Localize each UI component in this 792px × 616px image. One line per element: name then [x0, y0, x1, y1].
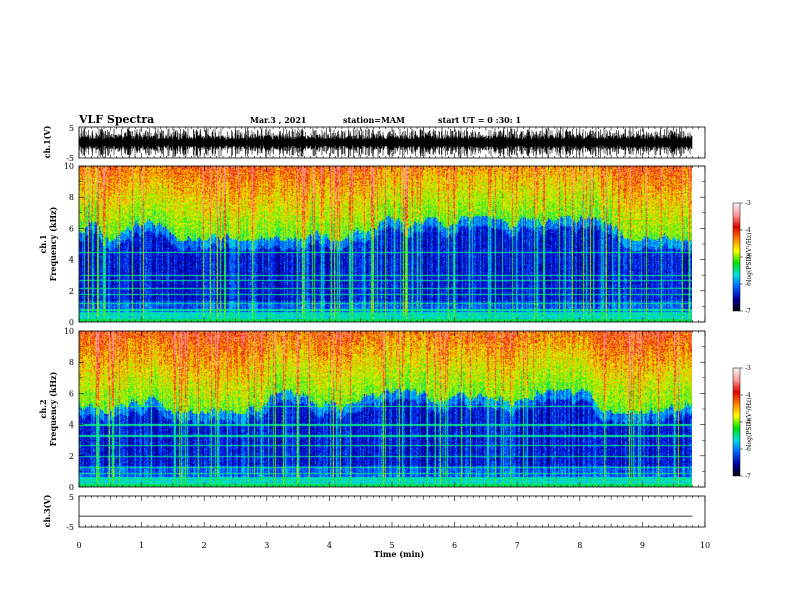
x-tick-label: 4: [327, 541, 332, 550]
colorbar-tick-label: -6: [745, 446, 751, 453]
colorbar-ch2-scale: [732, 367, 741, 477]
ch1-waveform-panel: 5 -5 ch.1(V): [42, 124, 706, 163]
colorbar-ch1-ticks: -3 -4 -5 -6 -7: [740, 200, 751, 315]
y-tick-label: 4: [69, 421, 74, 430]
ch2-spectrogram-channel-label: ch.2: [38, 399, 48, 418]
ch2-spectrogram-panel: 0 2 4 6 8 10 ch.2 Frequency (kHz): [38, 327, 706, 492]
ch2-spectrogram-frame: [78, 330, 706, 488]
y-tick-label: 0: [69, 318, 74, 327]
colorbar-tick-label: -4: [745, 227, 751, 234]
ch2-spectrogram-image: [79, 331, 692, 487]
date-label: Mar.3 , 2021: [250, 115, 307, 125]
x-tick-label: 7: [515, 541, 520, 550]
ch3-waveform-panel: 5 -5 ch.3(V): [42, 493, 706, 532]
ch1-ytick-bottom: -5: [66, 154, 74, 163]
ch3-ytick-bottom: -5: [66, 523, 74, 532]
ch1-spectrogram-channel-label: ch.1: [38, 234, 48, 253]
y-tick-label: 6: [69, 224, 74, 233]
y-tick-label: 0: [69, 483, 74, 492]
y-tick-label: 2: [69, 452, 74, 461]
x-tick-label: 3: [264, 541, 269, 550]
x-tick-label: 8: [577, 541, 582, 550]
y-tick-label: 10: [64, 162, 74, 171]
y-tick-label: 4: [69, 256, 74, 265]
ch1-spectrogram-panel: 0 2 4 6 8 10 ch.1 Frequency (kHz): [38, 162, 706, 327]
x-tick-label: 10: [700, 541, 710, 550]
ch3-waveform-ylabel: ch.3(V): [42, 494, 52, 527]
colorbar-tick-label: -3: [745, 365, 751, 372]
ch1-spectrogram-frame: [78, 165, 706, 323]
y-tick-label: 6: [69, 389, 74, 398]
colorbar-tick-label: -5: [745, 254, 751, 261]
ch1-waveform-frame: [78, 126, 706, 159]
ch1-waveform-ylabel: ch.1(V): [42, 125, 52, 158]
y-tick-label: 10: [64, 327, 74, 336]
x-tick-label: 6: [452, 541, 457, 550]
colorbar-ch2: -3 -4 -5 -6 -7 log(PSD)(V²/Hz): [732, 365, 753, 480]
colorbar-tick-label: -3: [745, 200, 751, 207]
colorbar-tick-label: -4: [745, 392, 751, 399]
x-tick-label: 0: [76, 541, 81, 550]
x-axis-label: Time (min): [374, 549, 424, 559]
colorbar-tick-label: -7: [745, 308, 751, 315]
station-label: station=MAM: [343, 115, 405, 125]
x-tick-label: 5: [389, 541, 394, 550]
ch1-ytick-top: 5: [69, 124, 74, 133]
ch3-waveform-frame: [78, 495, 706, 528]
ch1-spectrogram-ylabel: Frequency (kHz): [48, 206, 58, 281]
y-tick-label: 8: [69, 358, 74, 367]
colorbar-ch1-scale: [732, 202, 741, 312]
colorbar-ch2-label: log(PSD)(V²/Hz): [746, 398, 753, 447]
colorbar-tick-label: -7: [745, 473, 751, 480]
figure-title: VLF Spectra: [78, 113, 154, 126]
ch3-waveform-background: [79, 496, 705, 527]
y-tick-label: 2: [69, 287, 74, 296]
x-tick-label: 9: [640, 541, 645, 550]
ch3-ytick-top: 5: [69, 493, 74, 502]
x-tick-label: 2: [202, 541, 207, 550]
y-tick-label: 8: [69, 193, 74, 202]
colorbar-tick-label: -6: [745, 281, 751, 288]
colorbar-ch1-label: log(PSD)(V²/Hz): [746, 233, 753, 282]
colorbar-tick-label: -5: [745, 419, 751, 426]
x-axis-tick-labels: 0 1 2 3 4 5 6 7 8 9 10: [76, 541, 710, 550]
ch2-spectrogram-ylabel: Frequency (kHz): [48, 371, 58, 446]
x-tick-label: 1: [139, 541, 144, 550]
ch1-spectrogram-image: [79, 166, 692, 322]
colorbar-ch1: -3 -4 -5 -6 -7 log(PSD)(V²/Hz): [732, 200, 753, 315]
colorbar-ch2-ticks: -3 -4 -5 -6 -7: [740, 365, 751, 480]
start-ut-label: start UT = 0 :30: 1: [438, 115, 521, 125]
